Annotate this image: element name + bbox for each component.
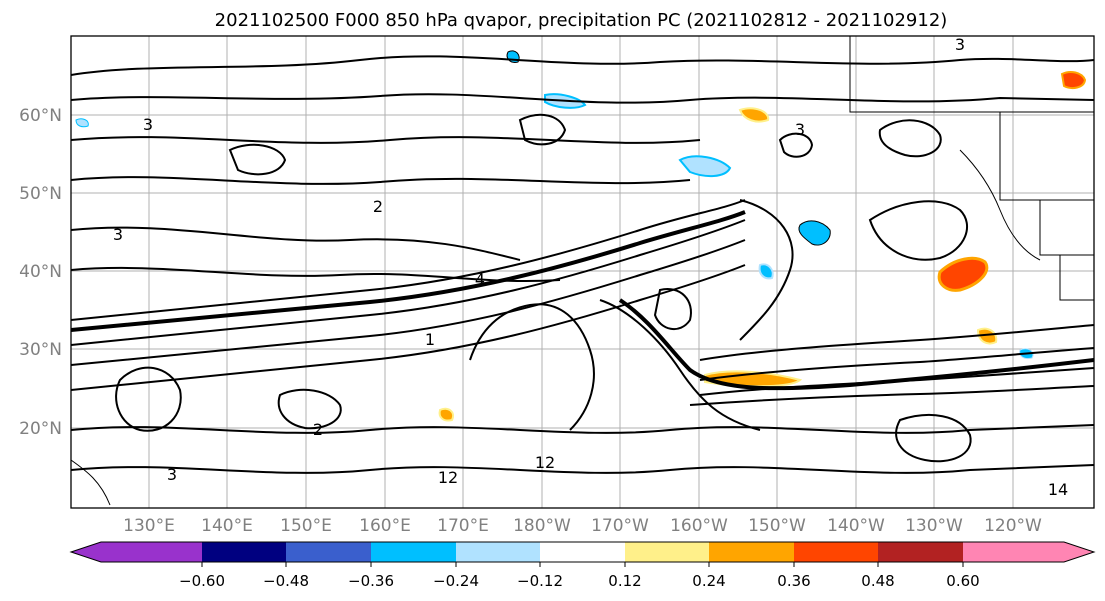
colorbar-swatch [963, 542, 1094, 562]
longitude-label: 160°W [670, 516, 728, 536]
contour-label: 4 [475, 270, 485, 289]
colorbar-outline [69, 541, 1096, 563]
latitude-label: 30°N [19, 340, 62, 360]
coastlines [71, 36, 1094, 506]
contour-label: 2 [313, 420, 323, 439]
longitude-label: 140°E [201, 516, 253, 536]
colorbar-tick-label: 0.24 [692, 572, 725, 590]
qvapor-contours [71, 55, 1094, 474]
colorbar-swatch [794, 542, 878, 562]
colorbar-tick-label: −0.60 [179, 572, 225, 590]
contour-label: 3 [113, 225, 123, 244]
contour-label: 3 [955, 35, 965, 54]
contour-layer [71, 36, 1094, 506]
colorbar-swatch [202, 542, 286, 562]
precip-patch [678, 155, 732, 178]
colorbar: −0.60 −0.48 −0.36 −0.24 −0.12 0.12 0.24 0.36 0.4… [69, 541, 1096, 590]
colorbar-tick-label: −0.12 [517, 572, 563, 590]
longitude-label: 150°E [280, 516, 332, 536]
map-frame [70, 35, 1095, 509]
map-panel: 3 2 4 3 1 12 12 3 14 3 2 3 [70, 35, 1095, 509]
longitude-label: 180°W [513, 516, 571, 536]
colorbar-swatch [456, 542, 540, 562]
jet-band [71, 210, 1094, 391]
latitude-label: 60°N [19, 106, 62, 126]
contour-label: 12 [438, 468, 458, 487]
colorbar-tick-label: 0.36 [777, 572, 810, 590]
precip-patch [798, 220, 831, 246]
longitude-label: 130°W [905, 516, 963, 536]
contour-label: 3 [143, 115, 153, 134]
latitude-label: 50°N [19, 184, 62, 204]
precip-patch [438, 407, 454, 422]
latitude-label: 20°N [19, 419, 62, 439]
contour-labels: 3 2 4 3 1 12 12 3 14 3 2 3 [113, 35, 1068, 499]
precip-patch [976, 327, 998, 345]
longitude-label: 170°W [591, 516, 649, 536]
precip-patch [75, 118, 89, 128]
colorbar-swatch [709, 542, 794, 562]
longitude-label: 170°E [437, 516, 489, 536]
precip-patch [1060, 71, 1087, 89]
longitude-label: 150°W [748, 516, 806, 536]
map-title: 2021102500 F000 850 hPa qvapor, precipit… [215, 10, 948, 31]
latitude-label: 40°N [19, 262, 62, 282]
longitude-label: 140°W [827, 516, 885, 536]
longitude-label: 160°E [359, 516, 411, 536]
longitude-labels: 130°E 140°E 150°E 160°E 170°E 180°W 170°W 160°W… [123, 516, 1042, 536]
contour-label: 1 [425, 330, 435, 349]
colorbar-tick-label: 0.48 [861, 572, 894, 590]
longitude-label: 120°W [984, 516, 1042, 536]
colorbar-tick-label: 0.12 [608, 572, 641, 590]
colorbar-swatch [286, 542, 371, 562]
precip-patch [758, 263, 774, 280]
colorbar-swatch [625, 542, 709, 562]
contour-label: 14 [1048, 480, 1068, 499]
precip-shading [75, 50, 1087, 422]
precip-patch [937, 256, 989, 292]
contour-label: 12 [535, 453, 555, 472]
colorbar-swatch [371, 542, 456, 562]
longitude-label: 130°E [123, 516, 175, 536]
colorbar-tick-label: −0.48 [263, 572, 309, 590]
precip-patch [738, 107, 770, 123]
colorbar-swatch [878, 542, 963, 562]
contour-label: 3 [167, 465, 177, 484]
colorbar-swatch [71, 542, 202, 562]
contour-label: 2 [373, 197, 383, 216]
colorbar-tick-label: −0.24 [433, 572, 479, 590]
colorbar-tick-label: 0.60 [946, 572, 979, 590]
latitude-labels: 60°N 50°N 40°N 30°N 20°N [19, 106, 62, 439]
colorbar-tick-label: −0.36 [348, 572, 394, 590]
contour-label: 3 [795, 120, 805, 139]
colorbar-swatch [540, 542, 625, 562]
